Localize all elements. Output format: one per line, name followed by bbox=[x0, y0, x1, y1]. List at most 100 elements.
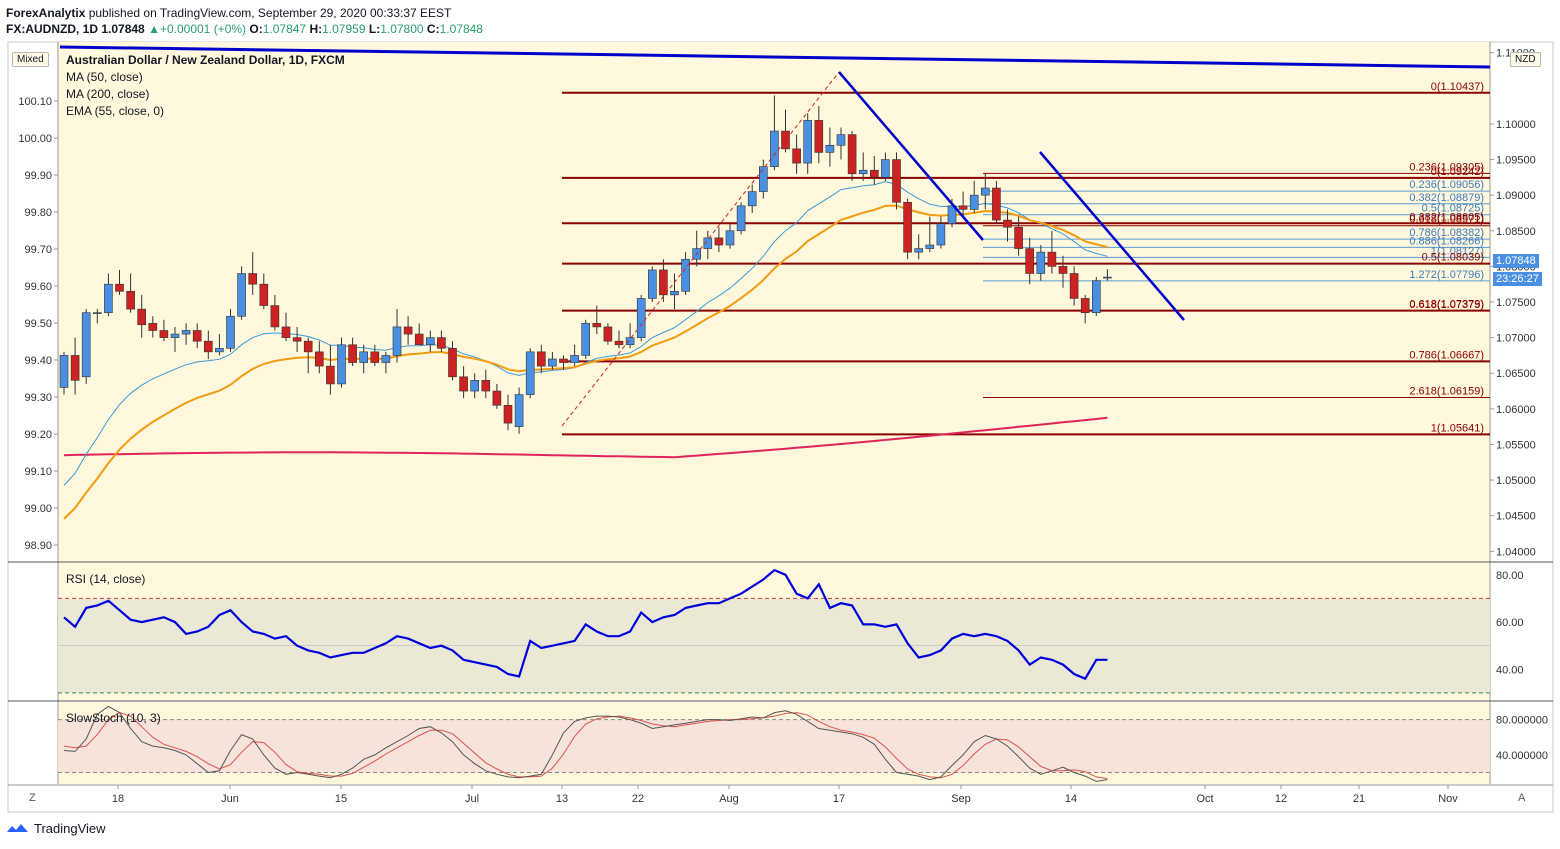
legend-ma50[interactable]: MA (50, close) bbox=[66, 70, 143, 84]
time-tick-label: 17 bbox=[833, 793, 845, 805]
fib-level-label: 0.618(1.07379) bbox=[1409, 299, 1484, 311]
long-trendline bbox=[59, 45, 1491, 69]
rsi-legend[interactable]: RSI (14, close) bbox=[66, 572, 146, 586]
left-tick-label: 99.30 bbox=[24, 392, 52, 404]
candle-body bbox=[93, 312, 102, 314]
candle-body bbox=[1058, 266, 1068, 274]
candle-body bbox=[1003, 219, 1012, 228]
candle-body bbox=[770, 130, 779, 167]
candle-body bbox=[59, 355, 69, 388]
publish-info: ForexAnalytix published on TradingView.c… bbox=[6, 6, 451, 20]
left-tick-label: 98.90 bbox=[24, 540, 52, 552]
left-tick-label: 99.40 bbox=[24, 355, 52, 367]
candle-body bbox=[514, 394, 524, 427]
time-tick-label: 12 bbox=[1275, 793, 1287, 805]
left-tick-label: 99.80 bbox=[24, 207, 52, 219]
candle-body bbox=[1047, 251, 1057, 267]
auto-scale-button[interactable]: A bbox=[1518, 792, 1526, 804]
candle-body bbox=[470, 380, 480, 392]
price-tick-label: 1.05500 bbox=[1496, 439, 1536, 451]
last-price-tag: 1.07848 bbox=[1493, 254, 1539, 268]
candle-body bbox=[625, 337, 635, 346]
currency-badge[interactable]: NZD bbox=[1510, 52, 1541, 67]
rsi-tick-label: 80.00 bbox=[1496, 570, 1524, 582]
candle-body bbox=[736, 205, 746, 232]
candle-body bbox=[925, 244, 935, 249]
price-tick-label: 1.08500 bbox=[1496, 226, 1536, 238]
zoom-button[interactable]: Z bbox=[29, 792, 36, 804]
price-tick-label: 1.07500 bbox=[1496, 297, 1536, 309]
candle-body bbox=[536, 351, 546, 367]
candle-body bbox=[914, 248, 924, 253]
candle-body bbox=[1036, 251, 1046, 274]
projection-line bbox=[561, 71, 840, 427]
stoch-k-line bbox=[63, 705, 1108, 782]
candle-body bbox=[481, 380, 491, 392]
price-tick-label: 1.04500 bbox=[1496, 511, 1536, 523]
candle-body bbox=[681, 258, 690, 292]
candle-body bbox=[869, 169, 879, 178]
candle-body bbox=[215, 348, 224, 353]
candle-body bbox=[603, 326, 613, 342]
fib-level-label: 0(1.10437) bbox=[1431, 81, 1484, 93]
candle-body bbox=[348, 344, 357, 363]
candle-body bbox=[181, 330, 191, 335]
candle-body bbox=[337, 344, 346, 385]
legend-ema55[interactable]: EMA (55, close, 0) bbox=[66, 104, 165, 118]
fib-level-label: 0.786(1.08382) bbox=[1409, 227, 1484, 239]
candle-body bbox=[159, 330, 169, 338]
time-tick-label: 22 bbox=[632, 793, 644, 805]
left-tick-label: 99.10 bbox=[24, 466, 52, 478]
open-value: 1.07847 bbox=[262, 22, 307, 36]
fib-level-label: 0.382(1.08879) bbox=[1409, 192, 1484, 204]
fib-level-label: 0.886(1.08266) bbox=[1409, 235, 1484, 247]
candle-body bbox=[1103, 276, 1112, 279]
chart-legend-title: Australian Dollar / New Zealand Dollar, … bbox=[66, 53, 345, 67]
time-tick-label: Jul bbox=[465, 793, 479, 805]
candle-body bbox=[758, 166, 768, 192]
time-tick-label: 21 bbox=[1353, 793, 1365, 805]
rsi-tick-label: 60.00 bbox=[1496, 617, 1524, 629]
price-tick-label: 1.10000 bbox=[1496, 119, 1536, 131]
candle-body bbox=[370, 351, 380, 363]
candle-body bbox=[892, 159, 901, 203]
candle-body bbox=[137, 308, 146, 326]
legend-ma200[interactable]: MA (200, close) bbox=[66, 87, 150, 101]
tradingview-footer[interactable]: TradingView bbox=[6, 821, 106, 836]
candle-body bbox=[958, 205, 968, 210]
candle-body bbox=[126, 291, 135, 310]
candle-body bbox=[714, 237, 724, 246]
up-arrow-icon: ▲ bbox=[148, 22, 160, 36]
price-tick-label: 1.05000 bbox=[1496, 475, 1536, 487]
candle-body bbox=[725, 230, 735, 246]
candle-body bbox=[836, 134, 846, 146]
low-label: L: bbox=[368, 22, 381, 36]
fib-level-label: 0(1.09242) bbox=[1431, 166, 1484, 178]
candle-body bbox=[881, 159, 890, 178]
candle-body bbox=[747, 191, 757, 207]
candle-body bbox=[980, 187, 990, 196]
scale-mode-badge[interactable]: Mixed bbox=[12, 52, 49, 67]
candle-body bbox=[936, 223, 946, 246]
stoch-legend[interactable]: SlowStoch (10, 3) bbox=[66, 711, 161, 725]
fib-level-label: 0.786(1.06667) bbox=[1409, 349, 1484, 361]
stoch-tick-label: 80.000000 bbox=[1496, 715, 1548, 727]
candle-body bbox=[492, 390, 502, 406]
fib-level-label: 0.382(1.08605) bbox=[1409, 211, 1484, 223]
candle-body bbox=[525, 351, 535, 395]
candle-body bbox=[803, 120, 813, 164]
high-value: 1.07959 bbox=[322, 22, 366, 36]
time-tick-label: 18 bbox=[112, 793, 124, 805]
candle-body bbox=[270, 305, 280, 328]
candle-body bbox=[104, 283, 113, 313]
high-label: H: bbox=[309, 22, 323, 36]
author-name[interactable]: ForexAnalytix bbox=[6, 6, 86, 20]
left-tick-label: 99.00 bbox=[24, 503, 52, 515]
time-tick-label: Oct bbox=[1196, 793, 1213, 805]
ma50-line bbox=[63, 181, 1108, 486]
candle-body bbox=[259, 283, 269, 306]
candle-body bbox=[814, 120, 824, 153]
fib-level-label: 0.5(1.08725) bbox=[1422, 203, 1484, 215]
candle-body bbox=[548, 358, 557, 367]
